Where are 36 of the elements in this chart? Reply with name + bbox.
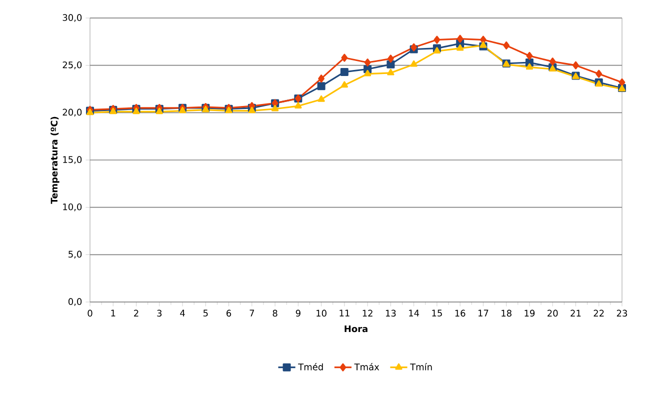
y-axis-title: Temperatura (ºC) xyxy=(50,116,60,204)
y-tick-label: 5,0 xyxy=(68,250,82,259)
x-tick-label: 14 xyxy=(409,310,420,316)
x-tick-label: 7 xyxy=(250,310,254,316)
y-tick-label: 20,0 xyxy=(62,108,82,117)
x-tick-label: 16 xyxy=(455,310,466,317)
x-axis-title: Hora xyxy=(344,325,368,332)
x-tick-label: 17 xyxy=(478,310,488,316)
x-tick-label: 12 xyxy=(362,310,372,316)
x-tick-label: 20 xyxy=(548,310,558,317)
x-tick-label: 21 xyxy=(570,310,581,316)
y-tick-label: 25,0 xyxy=(62,61,82,70)
x-tick-label: 9 xyxy=(296,310,300,317)
x-tick-label: 23 xyxy=(616,310,628,317)
y-tick-label: 0,0 xyxy=(68,298,82,306)
x-tick-label: 5 xyxy=(203,310,208,316)
x-tick-label: 11 xyxy=(340,310,350,316)
x-tick-label: 8 xyxy=(272,310,278,317)
x-tick-label: 2 xyxy=(134,310,138,316)
legend-label: Tmín xyxy=(410,363,432,370)
x-tick-label: 10 xyxy=(316,310,326,317)
x-tick-label: 6 xyxy=(226,310,232,317)
x-tick-label: 22 xyxy=(594,310,604,316)
x-tick-label: 19 xyxy=(524,310,535,317)
y-tick-label: 30,0 xyxy=(62,14,82,22)
x-tick-label: 0 xyxy=(88,310,92,317)
y-tick-label: 15,0 xyxy=(63,156,82,164)
legend-label: Tméd xyxy=(298,363,323,370)
x-tick-label: 4 xyxy=(180,310,185,316)
x-tick-label: 3 xyxy=(157,310,162,317)
x-tick-label: 15 xyxy=(432,310,442,316)
x-tick-label: 13 xyxy=(386,310,396,317)
legend-label: Tmáx xyxy=(354,363,380,370)
x-tick-label: 18 xyxy=(502,310,512,317)
x-tick-label: 1 xyxy=(111,310,116,316)
y-tick-label: 10,0 xyxy=(63,203,82,212)
